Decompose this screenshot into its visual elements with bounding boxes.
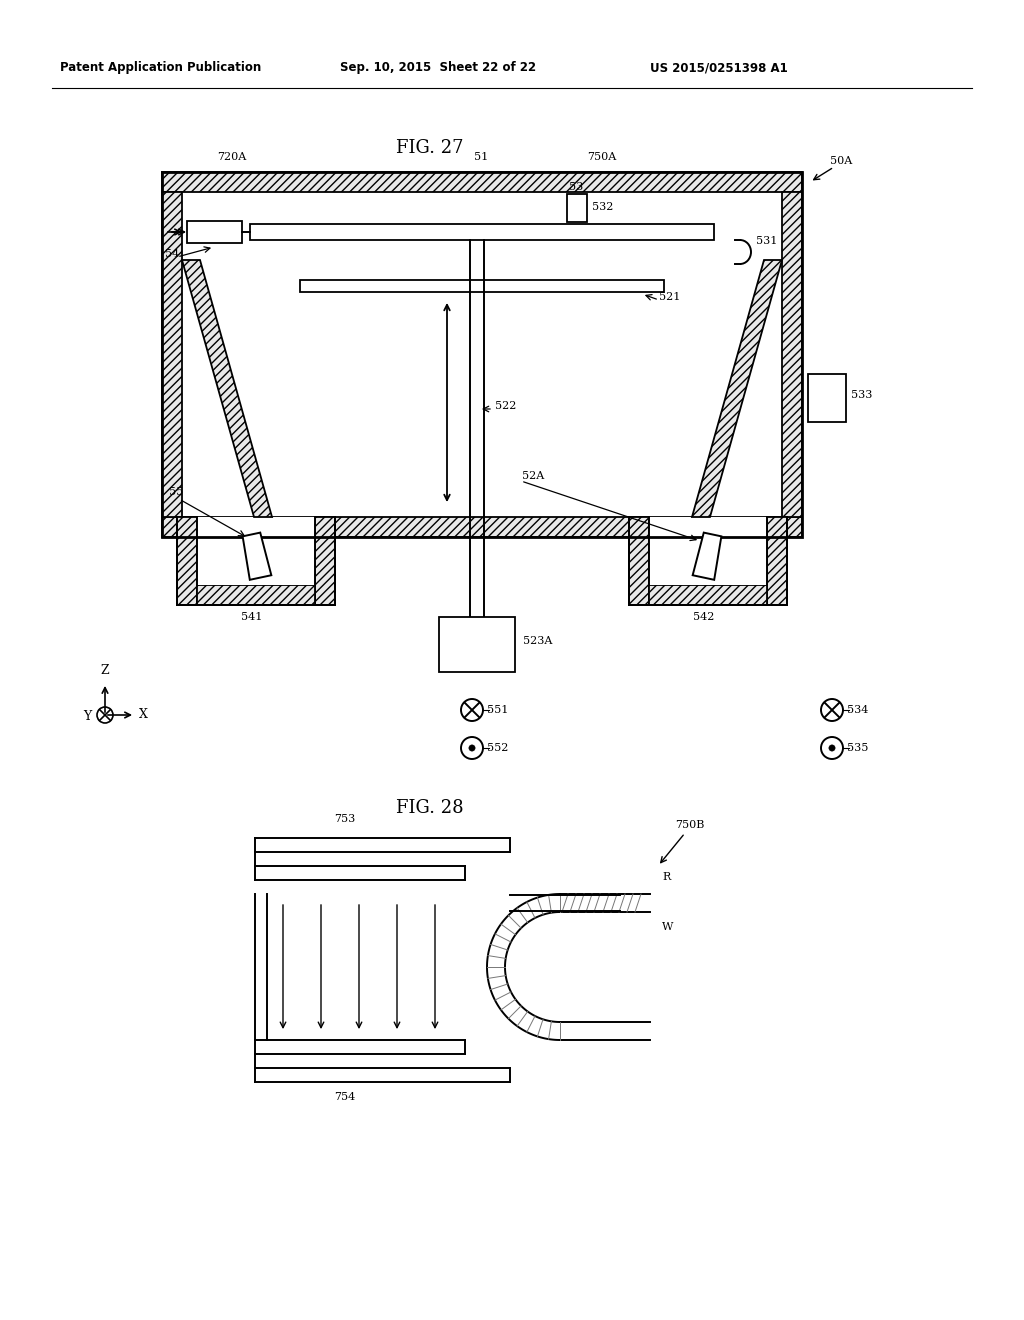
Polygon shape	[692, 532, 721, 579]
Bar	[162, 191, 182, 517]
Circle shape	[828, 744, 836, 751]
Text: 541: 541	[241, 612, 262, 622]
Circle shape	[469, 744, 475, 751]
Bar	[649, 585, 767, 605]
Bar	[567, 194, 587, 222]
Text: FIG. 27: FIG. 27	[396, 139, 464, 157]
Text: 750A: 750A	[587, 152, 616, 162]
Bar	[177, 517, 197, 605]
Bar	[439, 616, 515, 672]
Text: 521: 521	[659, 292, 680, 302]
Bar	[250, 224, 714, 240]
Text: R: R	[662, 873, 671, 882]
Bar	[629, 517, 649, 605]
Text: 542: 542	[693, 612, 715, 622]
Text: 535: 535	[847, 743, 868, 752]
Text: 534: 534	[847, 705, 868, 715]
Text: Z: Z	[100, 664, 110, 677]
Text: 55: 55	[169, 487, 183, 498]
Bar	[162, 172, 802, 537]
Text: 720A: 720A	[217, 152, 246, 162]
Polygon shape	[243, 532, 271, 579]
Text: X: X	[139, 709, 147, 722]
Text: S: S	[463, 227, 471, 239]
Bar	[300, 280, 664, 292]
Bar	[197, 585, 315, 605]
Text: 551: 551	[487, 705, 508, 715]
Text: 53: 53	[569, 182, 584, 191]
Polygon shape	[182, 260, 272, 517]
Text: FIG. 28: FIG. 28	[396, 799, 464, 817]
Text: 50A: 50A	[830, 156, 852, 166]
Text: 750B: 750B	[675, 820, 705, 830]
Text: 754: 754	[335, 1092, 355, 1102]
Bar	[197, 517, 315, 585]
Bar	[182, 191, 782, 517]
Bar	[767, 517, 787, 605]
Text: 51: 51	[474, 152, 488, 162]
Text: 52A: 52A	[522, 471, 544, 480]
Text: 531: 531	[756, 236, 777, 246]
Text: 753: 753	[335, 814, 355, 824]
Text: Y: Y	[83, 710, 91, 723]
Text: 523A: 523A	[523, 636, 552, 645]
Polygon shape	[692, 260, 782, 517]
Bar	[782, 191, 802, 517]
Bar	[808, 374, 846, 422]
Bar	[649, 517, 767, 585]
Text: 552: 552	[487, 743, 508, 752]
Bar	[315, 517, 335, 605]
Bar	[187, 220, 242, 243]
Text: 522: 522	[495, 401, 516, 411]
Text: 533: 533	[851, 389, 872, 400]
Text: 532: 532	[592, 202, 613, 213]
Bar	[162, 172, 802, 191]
Text: Patent Application Publication: Patent Application Publication	[60, 62, 261, 74]
Text: Sep. 10, 2015  Sheet 22 of 22: Sep. 10, 2015 Sheet 22 of 22	[340, 62, 537, 74]
Bar	[162, 517, 802, 537]
Text: US 2015/0251398 A1: US 2015/0251398 A1	[650, 62, 787, 74]
Text: W: W	[662, 921, 674, 932]
Text: 54: 54	[165, 249, 179, 259]
